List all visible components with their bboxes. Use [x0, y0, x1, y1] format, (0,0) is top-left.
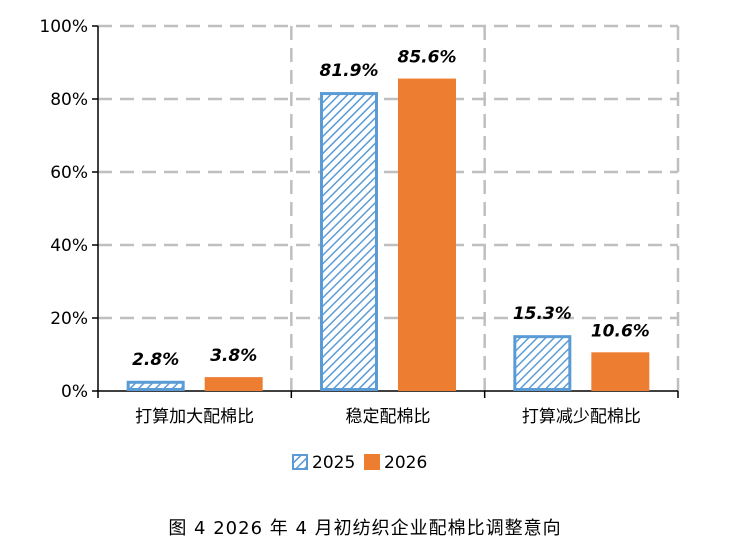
legend: 2025 2026 [292, 453, 427, 473]
y-tick-label: 80% [50, 90, 88, 110]
y-tick-label: 0% [61, 382, 88, 402]
y-tick-label: 100% [39, 17, 88, 37]
y-tick-label: 20% [50, 309, 88, 329]
axes: 0% 20% 40% 60% 80% 100% 打算加大配棉比 稳定配棉比 打算减少配棉比 [39, 17, 679, 427]
x-category-label: 打算减少配棉比 [522, 407, 641, 427]
bar-2026 [204, 377, 263, 391]
gridlines [98, 24, 680, 391]
x-category-label: 打算加大配棉比 [135, 407, 254, 427]
bar-2025 [320, 92, 378, 391]
legend-label-2026: 2026 [384, 453, 427, 473]
y-tick-label: 60% [50, 163, 88, 183]
data-label-2025: 15.3% [513, 304, 572, 324]
legend-swatch-2026 [364, 454, 380, 470]
bar-2026 [398, 78, 456, 391]
y-tick-label: 40% [50, 236, 88, 256]
bars [126, 78, 650, 391]
data-labels: 2.8% 81.9% 15.3% 3.8% 85.6% 10.6% [132, 48, 650, 370]
bar-2025 [126, 380, 185, 391]
legend-swatch-2025 [292, 454, 308, 470]
bar-2026 [591, 352, 650, 391]
figure-caption: 图 4 2026 年 4 月初纺织企业配棉比调整意向 [168, 518, 561, 539]
bar-2025 [513, 335, 572, 391]
data-label-2026: 10.6% [591, 321, 650, 341]
data-label-2026: 85.6% [398, 48, 457, 68]
data-label-2025: 2.8% [132, 350, 179, 370]
legend-label-2025: 2025 [312, 453, 355, 473]
x-category-label: 稳定配棉比 [346, 407, 431, 427]
data-label-2026: 3.8% [210, 346, 257, 366]
data-label-2025: 81.9% [320, 61, 379, 81]
